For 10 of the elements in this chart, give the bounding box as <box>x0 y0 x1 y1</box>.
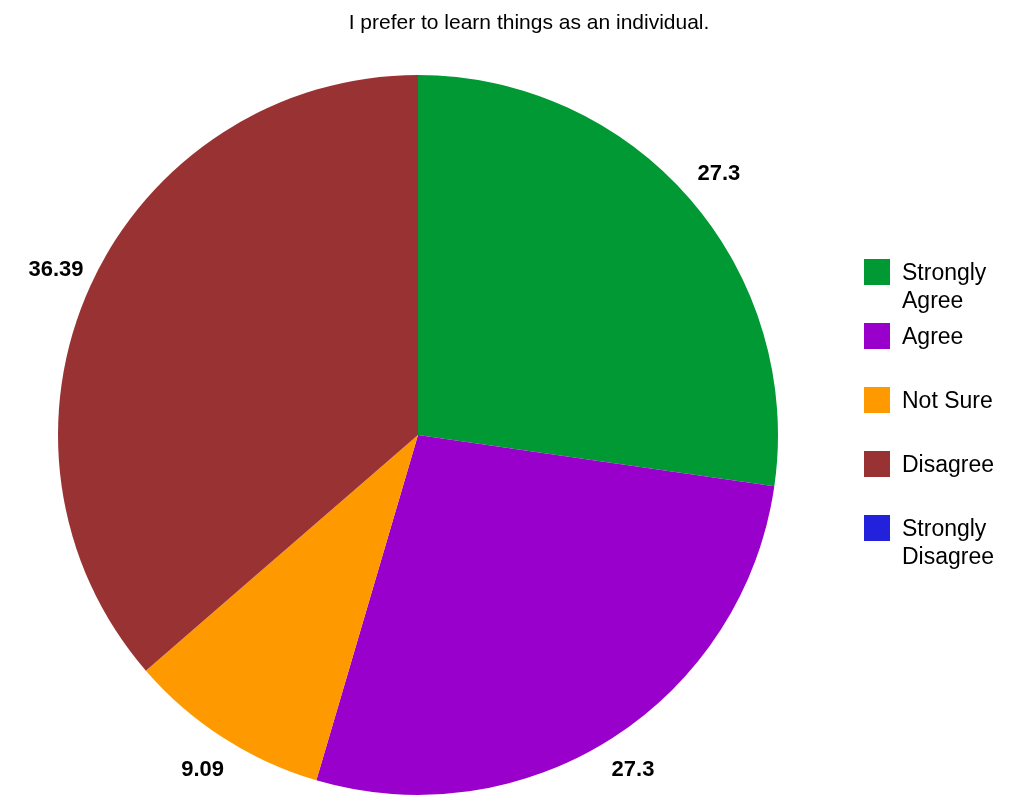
legend-label: Agree <box>902 322 965 350</box>
legend-label: Strongly Disagree <box>902 514 996 570</box>
chart-title: I prefer to learn things as an individual. <box>347 10 711 34</box>
legend-label: Strongly Agree <box>902 258 988 314</box>
data-label: 9.09 <box>181 755 225 781</box>
data-label: 27.3 <box>611 755 655 781</box>
data-label: 36.39 <box>28 255 84 281</box>
legend-label: Not Sure <box>902 386 994 414</box>
legend-label: Disagree <box>902 450 996 478</box>
data-label: 27.3 <box>697 160 741 186</box>
